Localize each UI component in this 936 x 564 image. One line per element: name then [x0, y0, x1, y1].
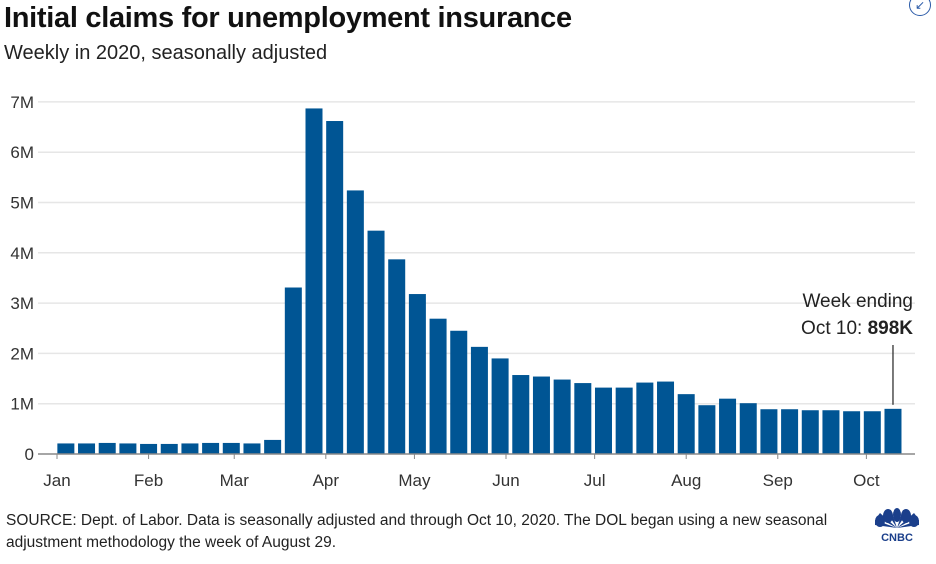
- annotation: Week ending Oct 10: 898K: [801, 291, 913, 405]
- x-tick-label: May: [398, 471, 431, 490]
- x-tick-label: Jun: [492, 471, 519, 490]
- bar-2020-02-08: [160, 443, 178, 454]
- expand-arrow-icon[interactable]: ↙: [909, 0, 931, 16]
- y-tick-label: 0: [25, 445, 34, 464]
- bar-2020-07-11: [615, 387, 633, 454]
- bar-2020-06-13: [532, 376, 550, 454]
- bar-2020-01-18: [98, 442, 116, 454]
- bar-2020-09-05: [781, 409, 799, 454]
- chart-subtitle: Weekly in 2020, seasonally adjusted: [4, 42, 328, 64]
- bar-2020-06-06: [512, 375, 530, 454]
- bar-2020-08-22: [739, 403, 757, 454]
- bar-2020-09-19: [822, 410, 840, 454]
- bar-2020-06-27: [574, 383, 592, 454]
- bar-2020-02-15: [181, 443, 199, 454]
- bar-2020-04-04: [326, 121, 344, 454]
- x-tick-label: Oct: [853, 471, 880, 490]
- x-tick-label: Mar: [220, 471, 250, 490]
- bar-2020-04-11: [346, 190, 364, 455]
- annotation-date: Oct 10:: [801, 318, 868, 339]
- y-tick-label: 3M: [10, 294, 34, 313]
- x-tick-label: Aug: [671, 471, 701, 490]
- bar-2020-09-26: [843, 411, 861, 454]
- y-tick-label: 1M: [10, 395, 34, 414]
- bar-2020-01-11: [78, 443, 96, 454]
- bar-2020-04-25: [388, 259, 406, 454]
- bar-2020-05-02: [408, 294, 426, 454]
- y-tick-label: 4M: [10, 244, 34, 263]
- x-tick-label: Jan: [43, 471, 70, 490]
- annotation-line2: Oct 10: 898K: [801, 318, 913, 339]
- y-tick-label: 5M: [10, 194, 34, 213]
- x-tick-label: Sep: [763, 471, 793, 490]
- x-tick-label: Feb: [134, 471, 163, 490]
- bar-2020-07-04: [594, 387, 612, 454]
- y-tick-label: 2M: [10, 344, 34, 363]
- bar-2020-01-25: [119, 443, 137, 454]
- bar-2020-05-30: [491, 358, 509, 454]
- bar-2020-05-09: [429, 318, 447, 454]
- annotation-line1: Week ending: [802, 291, 913, 312]
- bar-2020-08-15: [719, 398, 737, 454]
- bar-2020-03-28: [305, 108, 323, 455]
- bar-2020-02-29: [222, 442, 240, 454]
- bar-2020-05-23: [470, 346, 488, 454]
- annotation-value: 898K: [868, 318, 914, 339]
- bar-2020-02-22: [202, 442, 220, 454]
- bar-2020-03-21: [284, 287, 302, 454]
- bar-2020-05-16: [450, 330, 468, 454]
- bar-2020-08-08: [698, 405, 716, 454]
- source-note: SOURCE: Dept. of Labor. Data is seasonal…: [6, 512, 828, 551]
- bar-2020-07-25: [657, 381, 675, 454]
- bar-2020-07-18: [636, 382, 654, 454]
- bar-2020-02-01: [140, 443, 158, 454]
- y-tick-label: 7M: [10, 93, 34, 112]
- bar-2020-01-04: [57, 443, 75, 454]
- bar-2020-08-01: [677, 394, 695, 454]
- bar-2020-10-10: [884, 408, 902, 454]
- chart-title: Initial claims for unemployment insuranc…: [4, 2, 572, 34]
- bar-2020-09-12: [801, 410, 819, 454]
- bar-2020-04-18: [367, 230, 385, 454]
- y-tick-label: 6M: [10, 143, 34, 162]
- x-tick-label: Jul: [584, 471, 606, 490]
- bar-2020-03-14: [264, 439, 282, 454]
- bar-2020-06-20: [553, 379, 571, 454]
- bar-2020-10-03: [863, 411, 881, 454]
- bar-2020-08-29: [760, 409, 778, 454]
- x-tick-label: Apr: [313, 471, 340, 490]
- bar-2020-03-07: [243, 443, 261, 454]
